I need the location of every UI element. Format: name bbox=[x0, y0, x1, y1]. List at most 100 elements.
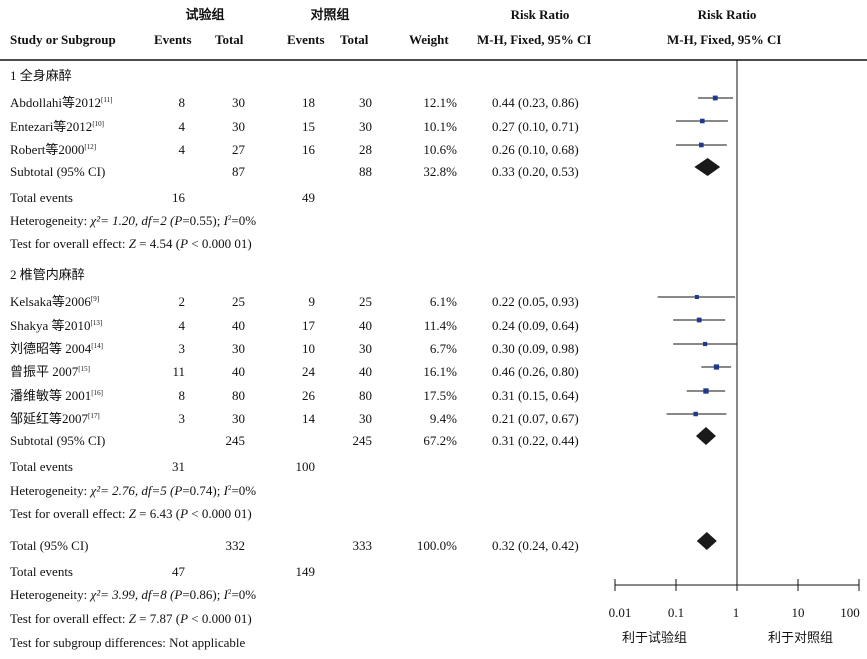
study-marker bbox=[673, 317, 726, 323]
exp-total: 27 bbox=[232, 142, 245, 157]
tick-label: 100 bbox=[840, 605, 860, 620]
total-events-label: Total events bbox=[10, 190, 73, 205]
ctl-total: 80 bbox=[359, 388, 372, 403]
weight-square bbox=[696, 317, 702, 323]
ctl-events: 18 bbox=[302, 95, 315, 110]
ctl-total-header: Total bbox=[340, 32, 369, 47]
tick-label: 10 bbox=[791, 605, 805, 620]
ci-text: 0.31 (0.22, 0.44) bbox=[492, 433, 579, 448]
weight: 10.6% bbox=[423, 142, 457, 157]
exp-total: 30 bbox=[232, 95, 245, 110]
risk-ratio-plot-header: Risk Ratio bbox=[697, 7, 757, 22]
study-name: 刘德昭等 2004[14] bbox=[10, 341, 103, 356]
exp-total: 245 bbox=[225, 433, 246, 448]
exp-events: 2 bbox=[178, 294, 186, 309]
weight: 17.5% bbox=[423, 388, 457, 403]
study-marker bbox=[657, 294, 736, 300]
ctl-events: 100 bbox=[295, 459, 316, 474]
exp-events: 16 bbox=[172, 190, 185, 205]
study-marker bbox=[676, 118, 728, 124]
overall-effect-text: Test for overall effect: Z = 4.54 (P < 0… bbox=[10, 236, 252, 251]
heterogeneity-text: Heterogeneity: χ²= 3.99, df=8 (P=0.86); … bbox=[10, 587, 257, 602]
group-2-title: 2 椎管内麻醉 bbox=[10, 267, 85, 282]
study-marker bbox=[666, 411, 727, 417]
ctl-events: 16 bbox=[302, 142, 315, 157]
weight: 9.4% bbox=[429, 411, 457, 426]
overall-effect-text: Test for overall effect: Z = 6.43 (P < 0… bbox=[10, 506, 252, 521]
ctl-events: 10 bbox=[302, 341, 315, 356]
weight-square bbox=[700, 118, 705, 124]
method-header: M-H, Fixed, 95% CI bbox=[477, 32, 592, 47]
ctl-total: 30 bbox=[359, 411, 372, 426]
ci-text: 0.46 (0.26, 0.80) bbox=[492, 364, 579, 379]
subtotal-label: Subtotal (95% CI) bbox=[10, 433, 106, 448]
exp-events: 3 bbox=[178, 411, 186, 426]
exp-total: 30 bbox=[232, 341, 245, 356]
weight: 32.8% bbox=[423, 164, 457, 179]
overall-effect-text: Test for overall effect: Z = 7.87 (P < 0… bbox=[10, 611, 252, 626]
total-events-label: Total events bbox=[10, 564, 73, 579]
weight: 12.1% bbox=[423, 95, 457, 110]
ctl-total: 245 bbox=[352, 433, 373, 448]
exp-events: 4 bbox=[178, 318, 186, 333]
ctl-total: 40 bbox=[359, 364, 372, 379]
exp-events: 3 bbox=[178, 341, 186, 356]
ctl-total: 25 bbox=[359, 294, 372, 309]
weight-square bbox=[703, 388, 709, 394]
ctl-events: 24 bbox=[302, 364, 315, 379]
exp-total: 30 bbox=[232, 411, 245, 426]
study-marker bbox=[698, 95, 734, 101]
ctl-group-header: 对照组 bbox=[310, 7, 350, 22]
weight-square bbox=[698, 142, 704, 148]
ci-text: 0.24 (0.09, 0.64) bbox=[492, 318, 579, 333]
weight: 10.1% bbox=[423, 119, 457, 134]
ctl-events: 9 bbox=[308, 294, 316, 309]
summary-diamond bbox=[695, 427, 716, 445]
study-marker bbox=[673, 341, 737, 347]
weight-square bbox=[693, 411, 698, 417]
total-label: Total (95% CI) bbox=[10, 538, 89, 553]
ci-text: 0.26 (0.10, 0.68) bbox=[492, 142, 579, 157]
summary-diamond bbox=[696, 532, 717, 550]
exp-events: 8 bbox=[178, 388, 186, 403]
ctl-events: 15 bbox=[302, 119, 315, 134]
study-name: 潘维敏等 2001[16] bbox=[10, 388, 103, 403]
ci-text: 0.22 (0.05, 0.93) bbox=[492, 294, 579, 309]
weight-square bbox=[703, 341, 708, 347]
ci-text: 0.31 (0.15, 0.64) bbox=[492, 388, 579, 403]
study-name: Entezari等2012[10] bbox=[10, 119, 104, 134]
ctl-total: 30 bbox=[359, 341, 372, 356]
study-name: 邹延红等2007[17] bbox=[10, 411, 100, 426]
ctl-total: 88 bbox=[359, 164, 372, 179]
exp-events: 4 bbox=[178, 142, 186, 157]
ci-text: 0.21 (0.07, 0.67) bbox=[492, 411, 579, 426]
tick-label: 0.1 bbox=[667, 605, 685, 620]
exp-total: 332 bbox=[225, 538, 246, 553]
study-marker bbox=[686, 388, 726, 394]
heterogeneity-text: Heterogeneity: χ²= 2.76, df=5 (P=0.74); … bbox=[10, 483, 257, 498]
exp-total: 25 bbox=[232, 294, 245, 309]
ctl-events: 26 bbox=[302, 388, 315, 403]
weight-square bbox=[694, 294, 699, 300]
ctl-total: 333 bbox=[352, 538, 373, 553]
tick-label: 1 bbox=[732, 605, 740, 620]
study-name: 曾振平 2007[15] bbox=[10, 364, 90, 379]
ci-text: 0.30 (0.09, 0.98) bbox=[492, 341, 579, 356]
ctl-total: 30 bbox=[359, 95, 372, 110]
study-name: Robert等2000[12] bbox=[10, 142, 97, 157]
summary-diamond bbox=[694, 158, 721, 176]
total-events-label: Total events bbox=[10, 459, 73, 474]
weight: 16.1% bbox=[423, 364, 457, 379]
exp-total: 40 bbox=[232, 318, 245, 333]
favours-control-label: 利于对照组 bbox=[768, 630, 834, 645]
study-marker bbox=[701, 364, 732, 370]
weight: 100.0% bbox=[416, 538, 457, 553]
exp-total: 80 bbox=[232, 388, 245, 403]
weight-square bbox=[713, 364, 720, 370]
ci-text: 0.33 (0.20, 0.53) bbox=[492, 164, 579, 179]
ctl-total: 28 bbox=[359, 142, 372, 157]
exp-total: 30 bbox=[232, 119, 245, 134]
subtotal-label: Subtotal (95% CI) bbox=[10, 164, 106, 179]
group-1-title: 1 全身麻醉 bbox=[10, 68, 72, 83]
subgroup-diff-text: Test for subgroup differences: Not appli… bbox=[10, 635, 246, 650]
